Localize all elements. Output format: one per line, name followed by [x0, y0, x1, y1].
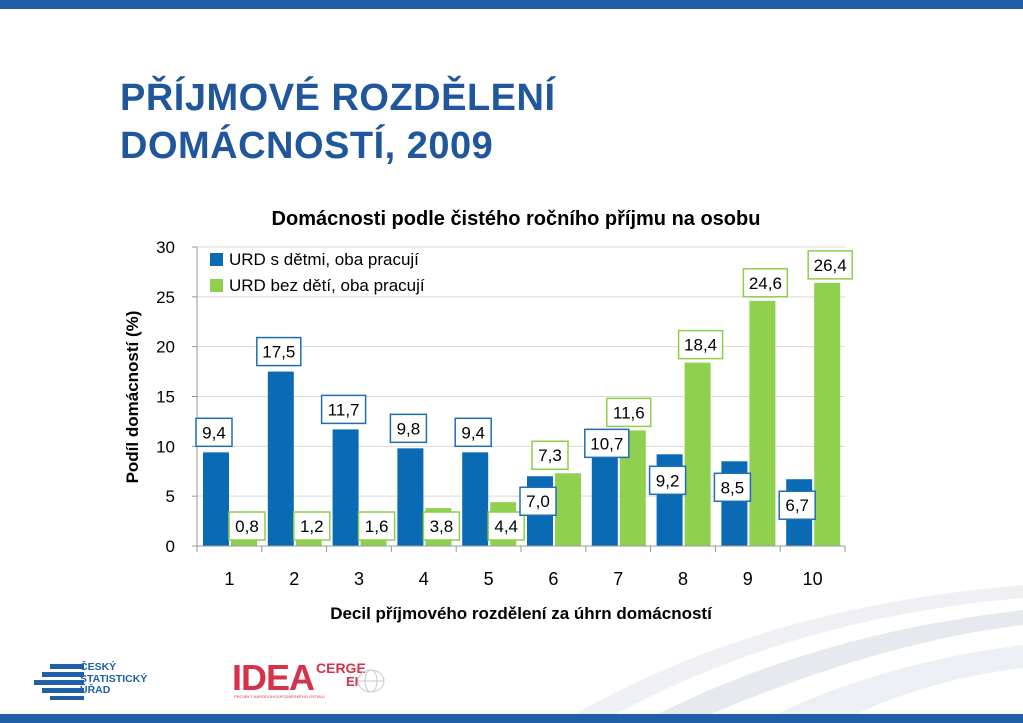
data-label-series-1-box	[648, 465, 687, 496]
page-title: PŘÍJMOVÉ ROZDĚLENÍ DOMÁCNOSTÍ, 2009	[120, 74, 820, 170]
top-accent-bar	[0, 0, 1023, 9]
legend-swatch-green	[210, 279, 223, 292]
bar-series-2	[749, 300, 776, 546]
data-label-series-2-box	[742, 268, 789, 298]
data-label-series-2-box	[606, 397, 652, 428]
x-tick-label: 8	[678, 569, 688, 589]
data-label-series-2: 24,6	[749, 274, 782, 293]
data-label-series-1-box	[320, 394, 367, 425]
x-tick-label: 2	[289, 569, 299, 589]
csu-logo-line-3: ÚŘAD	[80, 684, 111, 696]
data-label-series-1-box	[454, 417, 492, 448]
data-label-series-2-box	[807, 250, 853, 280]
bottom-accent-bar	[0, 714, 1023, 723]
legend: URD s dětmi, oba pracují URD bez dětí, o…	[210, 250, 425, 295]
idea-logo-ei: EI	[346, 674, 359, 689]
bar-series-2	[814, 282, 841, 546]
y-tick-label: 25	[156, 288, 175, 307]
axes: 0 5 10 15 20 25 30 1 2 3 4 5 6 7 8 9 10	[156, 238, 846, 589]
data-label-series-1: 9,8	[397, 419, 421, 438]
y-axis-label: Podíl domácností (%)	[123, 311, 142, 484]
bar-series-1	[462, 452, 489, 546]
data-label-series-1: 11,7	[328, 400, 360, 419]
data-label-series-1: 7,0	[526, 492, 550, 511]
data-label-series-1-box	[519, 486, 557, 516]
x-tick-label: 1	[224, 569, 234, 589]
bar-series-1	[203, 452, 229, 546]
data-label-series-1: 9,2	[656, 471, 680, 490]
x-tick-label: 4	[419, 569, 429, 589]
chart-title: Domácnosti podle čistého ročního příjmu …	[272, 208, 761, 230]
data-label-series-1: 9,4	[202, 423, 226, 442]
y-tick-label: 10	[156, 437, 175, 456]
data-label-series-1: 10,7	[590, 434, 623, 453]
idea-logo-cerge: CERGE	[316, 660, 366, 676]
legend-swatch-blue	[210, 253, 223, 266]
data-label-series-1: 17,5	[262, 343, 295, 362]
idea-logo-text: IDEA	[232, 657, 315, 698]
data-label-series-2-box	[677, 329, 724, 360]
y-tick-label: 30	[156, 238, 175, 257]
y-tick-label: 15	[156, 388, 175, 407]
x-tick-label: 6	[548, 569, 558, 589]
data-label-series-2: 4,4	[494, 517, 518, 536]
data-label-series-2-box	[293, 511, 331, 541]
data-label-series-2: 1,2	[300, 517, 324, 536]
csu-logo-line-2: STATISTICKÝ	[80, 672, 148, 685]
bar-series-1	[397, 448, 424, 546]
data-label-series-1-box	[584, 428, 630, 459]
data-label-series-1: 9,4	[461, 423, 485, 442]
data-label-series-2-box	[422, 511, 461, 541]
data-label-series-2-box	[228, 511, 266, 541]
data-label-series-2-box	[531, 440, 569, 470]
data-label-series-2: 7,3	[538, 446, 562, 465]
data-label-series-2: 3,8	[430, 517, 454, 536]
data-label-series-2: 1,6	[365, 517, 389, 536]
idea-logo-subtitle: PROJEKT NÁRODOHOSPODÁŘSKÉHO ÚSTAVU	[234, 694, 325, 699]
data-label-series-1-box	[778, 490, 816, 520]
data-label-series-1: 6,7	[785, 496, 809, 515]
y-tick-label: 0	[166, 537, 175, 556]
x-tick-label: 9	[743, 569, 753, 589]
page-title-line-2: DOMÁCNOSTÍ, 2009	[120, 125, 494, 167]
legend-label-series-1: URD s dětmi, oba pracují	[229, 250, 419, 269]
data-label-series-1-box	[713, 472, 752, 503]
data-label-series-2: 0,8	[235, 517, 259, 536]
bar-series-2	[231, 538, 257, 546]
csu-logo-text: ČESKÝ STATISTICKÝ ÚŘAD	[80, 661, 148, 697]
data-label-series-2: 18,4	[684, 336, 717, 355]
bar-series-2	[555, 473, 581, 546]
bar-series-2	[684, 362, 711, 546]
data-label-series-1-box	[389, 413, 428, 444]
data-label-series-2-box	[357, 511, 396, 541]
idea-logo-globe-icon	[357, 669, 385, 693]
data-label-series-1: 8,5	[721, 478, 745, 497]
data-label-series-1-box	[256, 336, 302, 367]
csu-logo-line-1: ČESKÝ	[80, 661, 117, 673]
csu-logo	[34, 664, 84, 700]
data-label-series-2-box	[487, 511, 525, 541]
bar-series-1	[332, 429, 359, 546]
x-tick-label: 3	[354, 569, 364, 589]
data-labels: 9,4 0,8 17,5 1,2 11,7 1,6 9,8 3,8 9,4 4,4 7,0 7,3 10…	[195, 250, 853, 541]
legend-label-series-2: URD bez dětí, oba pracují	[229, 276, 425, 295]
y-tick-label: 5	[166, 487, 175, 506]
bar-series-1	[267, 371, 294, 546]
x-tick-label: 7	[613, 569, 623, 589]
data-label-series-2: 11,6	[613, 403, 645, 422]
data-label-series-2: 26,4	[814, 256, 847, 275]
y-tick-label: 20	[156, 338, 175, 357]
data-label-series-1-box	[195, 417, 233, 448]
x-tick-label: 10	[803, 569, 823, 589]
x-tick-label: 5	[484, 569, 494, 589]
x-axis-label: Decil příjmového rozdělení za úhrn domác…	[330, 604, 713, 623]
page-title-line-1: PŘÍJMOVÉ ROZDĚLENÍ	[120, 77, 556, 119]
